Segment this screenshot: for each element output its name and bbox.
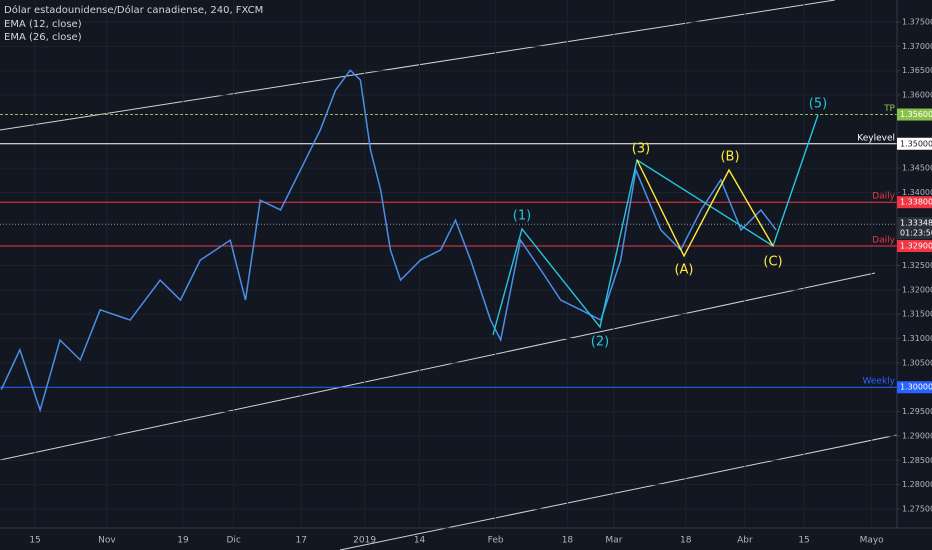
level-name: Keylevel [857,133,895,143]
wave-label: (5) [809,97,827,112]
x-tick-label: Feb [488,536,504,546]
indicator-label: EMA (26, close) [4,32,82,43]
plot [0,0,897,528]
y-tick-label: 1.34500 [902,164,932,173]
x-tick-label: 15 [29,536,40,546]
x-tick-label: 18 [680,536,692,546]
y-tick-label: 1.37500 [902,18,932,27]
level-value: 1.30000 [900,383,932,392]
indicator-label: EMA (12, close) [4,19,82,30]
level-name: Daily [872,192,895,202]
x-tick-label: 17 [296,536,307,546]
y-tick-label: 1.37000 [902,42,932,51]
level-badge [897,240,932,253]
countdown: 01:23:50 [900,229,932,238]
y-tick-label: 1.27500 [902,504,932,513]
level-badge [897,196,932,209]
wave-label: (1) [513,209,531,224]
y-tick-label: 1.28500 [902,456,932,465]
y-tick-label: 1.31000 [902,334,932,343]
level-badge [897,108,932,121]
wave-label: (A) [674,263,693,278]
wave-label: (2) [591,335,609,350]
x-tick-label: Abr [737,536,753,546]
level-value: 1.33800 [900,198,932,207]
x-tick-label: Mayo [860,536,885,546]
y-tick-label: 1.34000 [902,188,932,197]
last-price: 1.33348 [900,219,932,228]
wave-label: (C) [763,255,782,270]
level-value: 1.35000 [900,139,932,148]
impulse-wave [492,114,819,336]
y-tick-label: 1.36500 [902,66,932,75]
price-line [0,69,777,413]
price-axis [897,0,932,550]
x-tick-label: Mar [605,536,622,546]
level-name: Daily [872,236,895,246]
level-name: Weekly [863,377,896,387]
wave-labels: (1) (2) (3) (A) (B) (C) (5) [513,97,827,350]
wave-drawings [492,114,819,336]
y-tick-label: 1.29000 [902,431,932,440]
x-tick-label: 15 [798,536,809,546]
channel-line [0,272,876,461]
x-tick-label: 18 [562,536,574,546]
level-badge [897,137,932,150]
correction-wave [636,159,774,258]
y-tick-label: 1.29500 [902,407,932,416]
y-tick-label: 1.32500 [902,261,932,270]
y-tick-label: 1.36000 [902,91,932,100]
level-name: TP [883,104,895,114]
x-tick-label: 14 [414,536,426,546]
y-tick-label: 1.31500 [902,310,932,319]
chart-title: Dólar estadounidense/Dólar canadiense, 2… [4,4,263,16]
x-tick-label: Nov [98,536,116,546]
y-tick-label: 1.30500 [902,358,932,367]
x-tick-label: 2019 [353,536,376,546]
x-tick-label: Dic [226,536,240,546]
x-tick-label: 19 [177,536,189,546]
y-tick-label: 1.28000 [902,480,932,489]
last-price-badge [897,217,932,240]
y-tick-label: 1.32000 [902,285,932,294]
level-value: 1.35600 [900,110,932,119]
level-value: 1.32900 [900,242,932,251]
wave-label: (B) [720,150,739,165]
wave-label: (3) [632,142,650,157]
level-badge [897,381,932,394]
